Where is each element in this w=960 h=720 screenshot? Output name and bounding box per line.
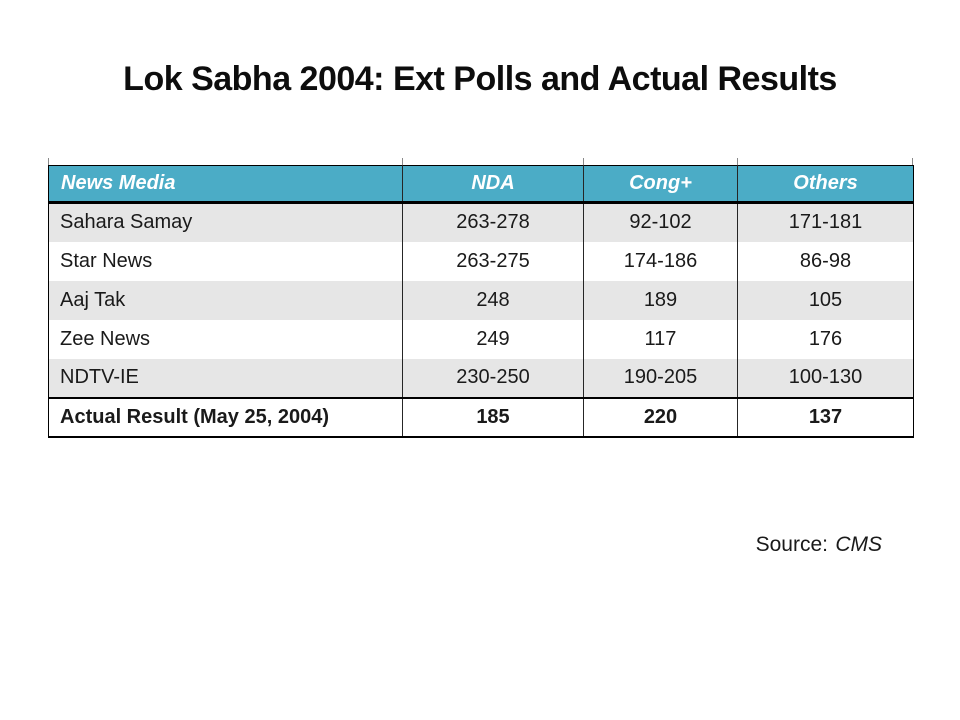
slide-title: Lok Sabha 2004: Ext Polls and Actual Res…	[123, 60, 837, 98]
source-note: Source: CMS	[756, 533, 882, 557]
media-cell: NDTV-IE	[48, 358, 403, 398]
media-cell: Aaj Tak	[48, 280, 403, 320]
others-cell: 171-181	[737, 202, 914, 242]
others-cell: 137	[737, 396, 914, 437]
nda-cell: 230-250	[402, 358, 584, 398]
cong-cell: 220	[583, 396, 738, 437]
column-tick	[737, 158, 738, 165]
others-cell: 86-98	[737, 241, 914, 281]
nda-cell: 263-278	[402, 202, 584, 242]
cong-cell: 189	[583, 280, 738, 320]
header-row: News Media NDA Cong+ Others	[48, 165, 914, 204]
results-table-container: News Media NDA Cong+ Others Sahara Samay…	[48, 158, 914, 438]
nda-cell: 263-275	[402, 241, 584, 281]
cong-cell: 92-102	[583, 202, 738, 242]
media-cell: Sahara Samay	[48, 202, 403, 242]
cong-cell: 117	[583, 319, 738, 359]
others-cell: 105	[737, 280, 914, 320]
table-row: Sahara Samay 263-278 92-102 171-181	[48, 202, 914, 242]
table-row: Zee News 249 117 176	[48, 319, 914, 359]
nda-cell: 248	[402, 280, 584, 320]
results-table: News Media NDA Cong+ Others Sahara Samay…	[48, 165, 914, 438]
cong-cell: 174-186	[583, 241, 738, 281]
source-label: Source:	[755, 533, 828, 556]
media-cell: Actual Result (May 25, 2004)	[48, 396, 403, 437]
column-header-others: Others	[737, 165, 914, 204]
nda-cell: 249	[402, 319, 584, 359]
others-cell: 100-130	[737, 358, 914, 398]
column-tick	[402, 158, 403, 165]
column-header-news-media: News Media	[48, 165, 403, 204]
table-row: NDTV-IE 230-250 190-205 100-130	[48, 358, 914, 398]
cong-cell: 190-205	[583, 358, 738, 398]
column-tick	[583, 158, 584, 165]
media-cell: Zee News	[48, 319, 403, 359]
column-header-cong: Cong+	[583, 165, 738, 204]
others-cell: 176	[737, 319, 914, 359]
table-row: Star News 263-275 174-186 86-98	[48, 241, 914, 281]
column-tick	[912, 158, 913, 165]
column-header-nda: NDA	[402, 165, 584, 204]
nda-cell: 185	[402, 396, 584, 437]
column-tick	[48, 158, 49, 165]
media-cell: Star News	[48, 241, 403, 281]
actual-result-row: Actual Result (May 25, 2004) 185 220 137	[48, 396, 914, 437]
table-row: Aaj Tak 248 189 105	[48, 280, 914, 320]
source-value: CMS	[835, 533, 882, 556]
